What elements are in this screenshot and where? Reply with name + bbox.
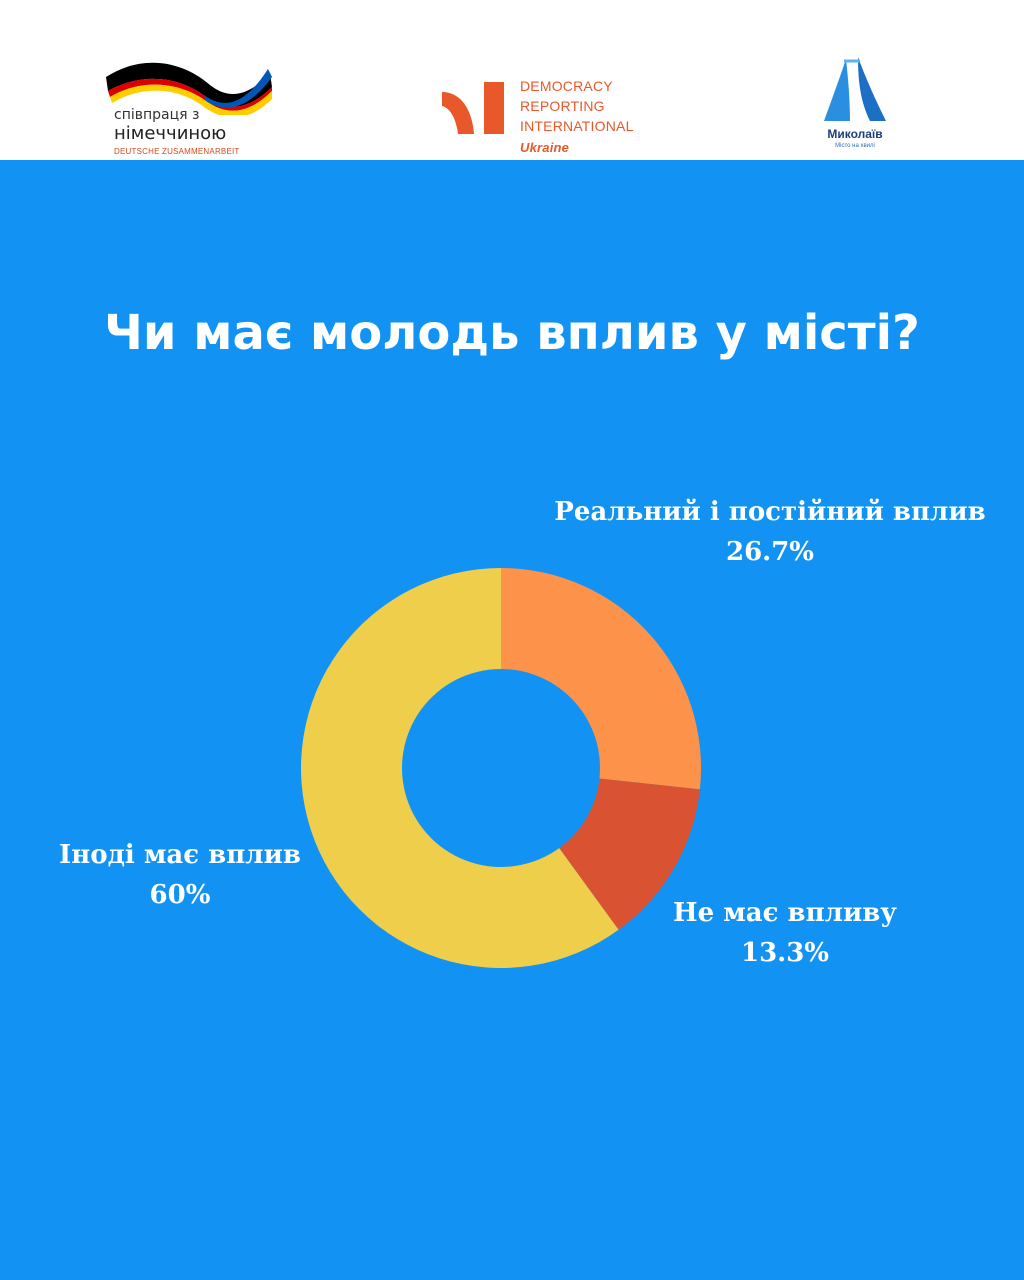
dri-mark-icon [442,82,504,134]
mykolaiv-logo: Миколаїв Місто на хвилі [810,55,900,155]
logo-german-line2: німеччиною [114,123,227,144]
label-no-impact-value: 13.3% [740,938,830,968]
dri-logo: DEMOCRACY REPORTING INTERNATIONAL Ukrain… [440,70,680,160]
label-real-impact: Реальний і постійний вплив 26.7% [540,492,1000,572]
label-sometimes-impact: Іноді має вплив 60% [40,835,320,915]
logo-dri-line3: INTERNATIONAL [520,118,634,134]
chart-title: Чи має молодь вплив у місті? [104,305,920,361]
label-real-impact-name: Реальний і постійний вплив [554,497,986,527]
label-sometimes-impact-value: 60% [149,880,211,910]
label-real-impact-value: 26.7% [725,537,815,567]
label-sometimes-impact-name: Іноді має вплив [59,840,301,870]
label-no-impact-name: Не має впливу [673,898,897,928]
logo-city-name: Миколаїв [827,127,883,141]
label-no-impact: Не має впливу 13.3% [640,893,930,973]
logo-dri-line2: REPORTING [520,98,605,114]
logo-city-tagline: Місто на хвилі [835,143,875,149]
german-cooperation-logo: співпраця з німеччиною DEUTSCHE ZUSAMMEN… [100,55,300,160]
logo-dri-line4: Ukraine [520,140,570,155]
logo-dri-line1: DEMOCRACY [520,78,613,94]
logo-german-line1: співпраця з [114,107,200,123]
slice-sometimes-impact [300,568,619,968]
slice-real-impact [501,568,701,790]
flag-ribbon-icon [106,62,272,115]
logo-header: співпраця з німеччиною DEUTSCHE ZUSAMMEN… [0,0,1024,160]
sail-icon [824,57,886,121]
slice-no-impact [559,778,700,930]
logo-german-line3: DEUTSCHE ZUSAMMENARBEIT [114,147,240,156]
